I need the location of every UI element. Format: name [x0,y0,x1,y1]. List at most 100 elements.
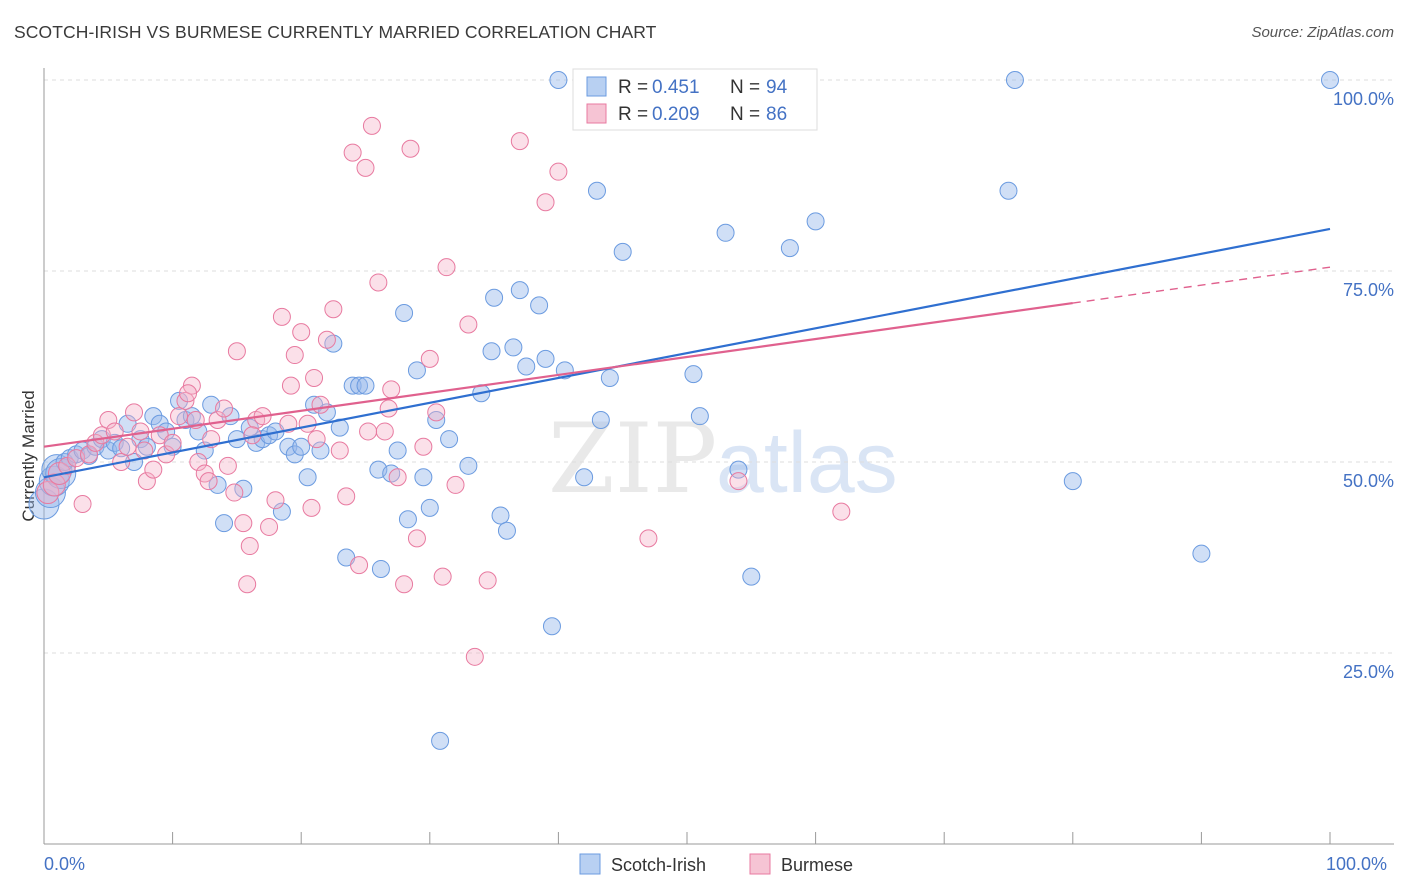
burmese-point-63 [427,403,446,422]
burmese-point-72 [549,162,568,181]
y-axis-label: Currently Married [19,390,38,521]
scotch-irish-point-80 [591,410,610,429]
scotch-irish-point-81 [600,368,619,387]
scotch-irish-point-76 [549,71,568,89]
burmese-point-40 [279,414,298,433]
x-tick-label-min: 0.0% [44,854,85,874]
burmese-point-76 [832,502,851,521]
burmese-point-52 [356,158,375,177]
scotch-irish-trend-line [43,227,1331,479]
burmese-point-77 [238,575,257,594]
legend-swatch-burmese [586,103,607,124]
burmese-point-71 [536,193,555,212]
burmese-point-30 [218,456,237,475]
scotch-irish-point-56 [388,441,407,460]
scotch-irish-point-79 [587,181,606,200]
legend-r-value-scotch-irish: 0.451 [652,77,700,98]
scotch-irish-point-19 [144,407,163,426]
burmese-point-85 [359,422,378,441]
legend-n-value-scotch-irish: 94 [766,77,788,98]
series-legend: Scotch-Irish Burmese [579,853,853,875]
burmese-point-38 [266,491,285,510]
burmese-point-37 [260,517,279,536]
burmese-point-9 [99,410,118,429]
scotch-irish-point-85 [684,365,703,384]
burmese-point-41 [285,346,304,365]
scotch-irish-point-63 [440,430,459,449]
burmese-point-1 [42,473,66,497]
scotch-irish-point-40 [279,437,298,456]
scotch-irish-point-42 [292,437,311,456]
burmese-point-33 [234,514,253,533]
burmese-point-57 [388,468,407,487]
scotch-irish-point-70 [504,338,523,357]
burmese-point-46 [317,330,336,349]
scotch-irish-point-23 [170,391,189,410]
burmese-point-60 [407,529,426,548]
legend-r-label: R = [618,77,648,98]
burmese-point-69 [478,571,497,590]
axes [43,68,1394,845]
scotch-irish-point-90 [780,239,799,258]
burmese-point-50 [343,143,362,162]
watermark: ZIP atlas [548,403,898,515]
burmese-point-32 [227,342,246,361]
scotch-irish-point-86 [690,407,709,426]
trend-lines [43,227,1331,479]
burmese-point-15 [135,441,154,460]
burmese-point-58 [395,575,414,594]
burmese-point-61 [414,437,433,456]
bottom-legend-swatch-scotch-irish [579,853,601,875]
burmese-point-53 [362,116,381,135]
legend-n-label: N = [730,77,760,98]
y-tick-label-100: 100.0% [1333,89,1394,109]
burmese-point-25 [189,453,208,471]
burmese-point-64 [433,567,452,586]
chart-source: Source: ZipAtlas.com [1251,24,1394,41]
burmese-point-67 [459,315,478,334]
burmese-point-73 [639,529,658,548]
burmese-point-47 [324,300,343,319]
burmese-point-3 [58,456,77,475]
scotch-irish-point-91 [806,212,825,231]
scotch-irish-point-68 [491,506,510,525]
burmese-point-34 [240,537,259,556]
burmese-point-45 [311,395,330,414]
stats-legend: R = 0.451 N = 94 R = 0.209 N = 86 [572,68,818,131]
y-tick-label-50: 50.0% [1343,471,1394,491]
scotch-irish-point-52 [356,376,375,395]
burmese-point-43 [298,414,317,433]
x-ticks [43,832,1331,844]
bottom-legend-label-burmese: Burmese [781,855,853,875]
scotch-irish-point-33 [234,479,253,498]
y-tick-label-25: 25.0% [1343,662,1394,682]
burmese-point-16 [137,472,156,491]
burmese-point-82 [179,384,198,403]
scotch-irish-point-73 [530,296,549,315]
burmese-point-6 [80,445,99,464]
scotch-irish-point-67 [485,288,504,307]
burmese-point-68 [465,647,484,666]
scotch-irish-point-39 [272,502,291,521]
burmese-point-54 [369,273,388,292]
gridlines [44,79,1394,654]
scotch-irish-point-60 [414,468,433,487]
burmese-point-79 [199,472,218,491]
burmese-point-17 [144,460,163,479]
burmese-point-39 [272,307,291,326]
scotch-irish-point-43 [298,468,317,487]
burmese-trend-line-extension [1072,266,1331,304]
burmese-point-5 [73,495,92,514]
burmese-point-29 [215,399,234,418]
scotch-irish-point-29 [208,475,227,494]
burmese-point-55 [375,422,394,441]
burmese-point-49 [337,487,356,506]
scotch-irish-point-69 [497,521,516,540]
burmese-point-75 [729,472,748,491]
scotch-irish-point-50 [343,376,362,395]
scotch-irish-point-72 [517,357,536,376]
bottom-legend-label-scotch-irish: Scotch-Irish [611,855,706,875]
scotch-irish-point-62 [427,410,446,429]
scotch-irish-point-75 [542,617,561,636]
legend-n-value-burmese: 86 [766,104,787,125]
